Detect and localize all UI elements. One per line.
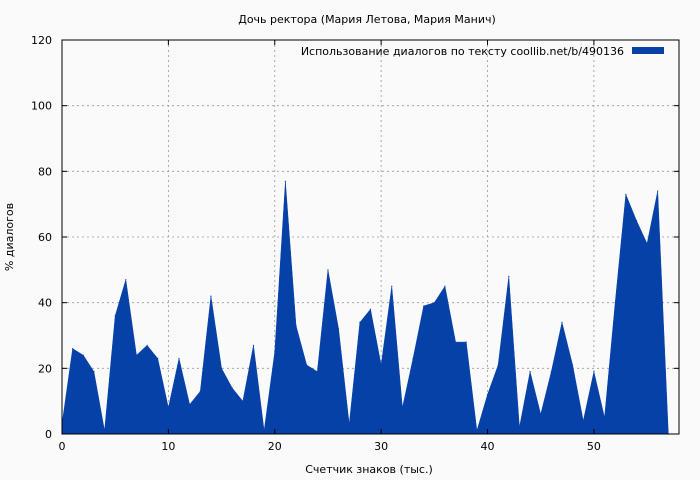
- data-point: [657, 190, 659, 192]
- data-point: [125, 279, 127, 281]
- data-point: [614, 302, 616, 304]
- data-point: [412, 357, 414, 360]
- data-point: [359, 321, 361, 323]
- data-point: [263, 430, 265, 432]
- data-point: [625, 193, 627, 195]
- data-point: [593, 371, 595, 373]
- x-tick-label: 0: [59, 440, 66, 453]
- data-point: [167, 407, 169, 409]
- grid-lines: [62, 40, 679, 434]
- data-point: [433, 302, 435, 304]
- y-tick-label: 60: [38, 231, 52, 244]
- data-point: [337, 328, 340, 330]
- data-point: [369, 308, 372, 310]
- y-axis-title: % диалогов: [3, 203, 16, 271]
- data-point: [242, 400, 244, 402]
- y-tick-label: 0: [45, 428, 52, 441]
- x-axis-title: Счетчик знаков (тыс.): [305, 463, 433, 476]
- data-point: [518, 426, 521, 429]
- x-tick-label: 10: [161, 440, 175, 453]
- x-tick-label: 20: [268, 440, 282, 453]
- data-point: [199, 390, 201, 392]
- y-tick-label: 40: [38, 297, 52, 310]
- data-point: [306, 364, 308, 366]
- data-point: [220, 367, 223, 369]
- y-tick-label: 80: [38, 165, 52, 178]
- data-point: [157, 357, 159, 360]
- area-series-0: [61, 181, 669, 435]
- data-point: [401, 407, 404, 409]
- data-point: [316, 371, 318, 373]
- data-point: [529, 371, 531, 373]
- data-point: [508, 275, 510, 277]
- y-tick-label: 20: [38, 362, 52, 375]
- data-point: [465, 341, 467, 343]
- data-point: [72, 348, 74, 350]
- data-point: [646, 242, 648, 245]
- data-point: [252, 344, 255, 346]
- data-point: [550, 371, 552, 373]
- data-point: [178, 357, 180, 360]
- x-tick-label: 40: [481, 440, 495, 453]
- data-point: [455, 341, 457, 343]
- data-point: [348, 423, 350, 425]
- data-point: [391, 285, 393, 287]
- chart-title: Дочь ректора (Мария Летова, Мария Манич): [238, 13, 496, 26]
- data-point: [423, 305, 425, 307]
- data-point: [93, 371, 95, 373]
- data-point: [146, 344, 148, 346]
- data-point: [572, 364, 574, 366]
- data-point: [497, 364, 499, 366]
- data-point: [210, 295, 212, 297]
- data-point: [603, 416, 606, 419]
- data-point: [476, 430, 478, 432]
- data-point: [82, 354, 84, 356]
- data-point: [135, 354, 138, 356]
- data-point: [486, 394, 489, 396]
- legend: Использование диалогов по тексту coollib…: [301, 45, 664, 58]
- data-point: [327, 269, 329, 271]
- x-tick-label: 30: [374, 440, 388, 453]
- data-point: [444, 285, 446, 287]
- y-tick-label: 120: [31, 34, 52, 47]
- data-point: [103, 430, 106, 432]
- y-tick-label: 100: [31, 100, 52, 113]
- data-point: [561, 321, 563, 323]
- data-point: [582, 420, 584, 422]
- data-point: [284, 180, 286, 182]
- data-point: [189, 403, 191, 406]
- data-point: [295, 325, 297, 327]
- data-point: [540, 413, 542, 415]
- legend-label: Использование диалогов по тексту coollib…: [301, 45, 624, 58]
- x-tick-label: 50: [587, 440, 601, 453]
- legend-swatch: [632, 47, 664, 54]
- data-point: [114, 315, 116, 317]
- data-point: [231, 387, 233, 389]
- data-point: [380, 364, 382, 366]
- data-point: [274, 351, 276, 353]
- axis-ticks: 0 20 40 60 80 100 120 0 10 20 30 40 50: [31, 34, 679, 453]
- data-point: [635, 219, 638, 222]
